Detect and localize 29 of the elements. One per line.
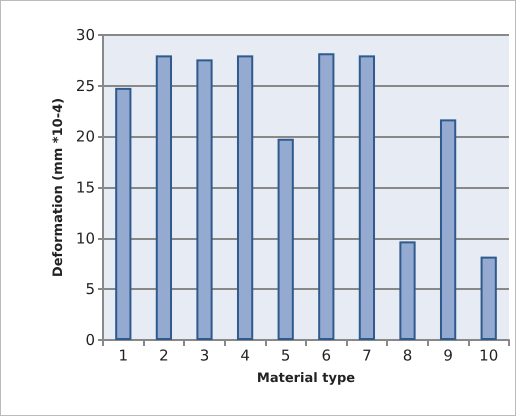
bar <box>115 88 132 340</box>
y-tick-label: 5 <box>85 280 95 298</box>
y-tick-label: 30 <box>76 26 95 44</box>
bar <box>236 55 254 340</box>
y-tick-label: 0 <box>85 331 95 349</box>
x-tick-label: 6 <box>322 346 332 364</box>
y-tick-label: 20 <box>76 128 95 146</box>
bar <box>358 55 376 340</box>
bar <box>156 55 172 340</box>
y-tick-label: 10 <box>76 229 95 248</box>
x-tick-label: 9 <box>443 346 453 364</box>
bar <box>318 53 334 340</box>
x-tick-label: 5 <box>280 346 290 364</box>
y-tick-label: 25 <box>76 76 95 95</box>
x-tick-label: 7 <box>362 346 372 364</box>
bar <box>480 256 497 340</box>
x-tick-label: 10 <box>479 346 498 364</box>
x-tick-label: 8 <box>402 346 412 364</box>
x-tick-label: 1 <box>118 346 128 364</box>
x-tick-label: 2 <box>159 346 169 364</box>
y-axis-title: Deformation (mm *10-4) <box>51 98 66 278</box>
x-tick-label: 4 <box>240 346 250 364</box>
x-axis-title: Material type <box>256 371 356 386</box>
x-tick-label: 3 <box>200 346 210 364</box>
bar <box>440 119 456 340</box>
bar <box>399 241 416 340</box>
bar <box>278 138 294 340</box>
bar <box>196 59 213 340</box>
y-tick-label: 15 <box>76 178 95 196</box>
